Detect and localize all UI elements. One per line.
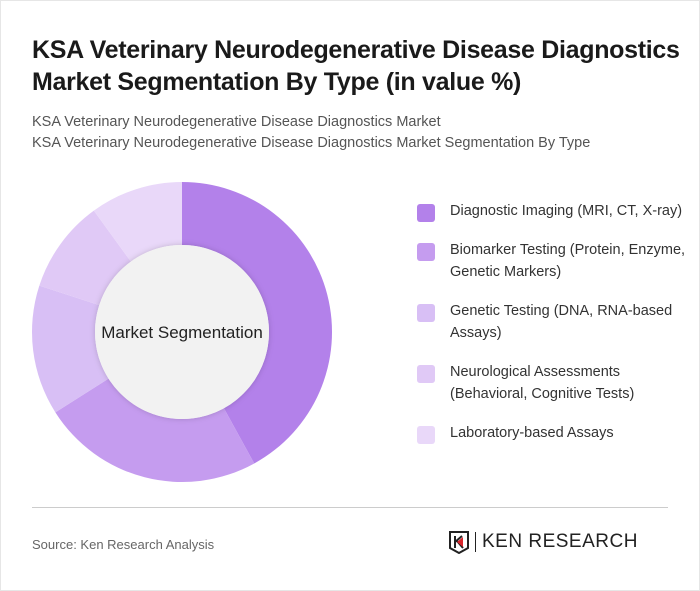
center-label: Market Segmentation: [101, 323, 263, 342]
legend-label: Laboratory-based Assays: [450, 425, 614, 441]
legend-label: Diagnostic Imaging (MRI, CT, X-ray): [450, 203, 683, 219]
subtitle-2: KSA Veterinary Neurodegenerative Disease…: [32, 135, 591, 151]
logo-text: KEN RESEARCH: [482, 531, 638, 552]
donut-slice[interactable]: [55, 378, 255, 483]
legend-label: Biomarker Testing (Protein, Enzyme, Gene…: [450, 242, 686, 280]
chart-title: KSA Veterinary Neurodegenerative Disease…: [32, 36, 680, 96]
legend-swatch: [417, 426, 435, 444]
donut-slice[interactable]: [182, 182, 333, 464]
subtitle-1: KSA Veterinary Neurodegenerative Disease…: [32, 114, 441, 130]
ken-logo-icon: [449, 531, 469, 554]
legend-item[interactable]: Laboratory-based Assays: [417, 422, 687, 444]
donut-center: [95, 245, 269, 419]
legend-item[interactable]: Biomarker Testing (Protein, Enzyme, Gene…: [417, 239, 687, 283]
legend-item[interactable]: Neurological Assessments (Behavioral, Co…: [417, 361, 687, 405]
legend-label: Neurological Assessments (Behavioral, Co…: [450, 364, 635, 402]
legend-swatch: [417, 204, 435, 222]
legend-swatch: [417, 304, 435, 322]
donut-slice[interactable]: [93, 182, 182, 262]
donut-slice[interactable]: [39, 210, 131, 306]
ken-research-logo: KEN RESEARCH: [448, 530, 638, 554]
source-note: Source: Ken Research Analysis: [32, 537, 215, 552]
divider: [32, 507, 668, 508]
legend-item[interactable]: Diagnostic Imaging (MRI, CT, X-ray): [417, 200, 687, 222]
legend-swatch: [417, 243, 435, 261]
legend-label: Genetic Testing (DNA, RNA-based Assays): [450, 303, 673, 341]
legend-item[interactable]: Genetic Testing (DNA, RNA-based Assays): [417, 300, 687, 344]
legend-swatch: [417, 365, 435, 383]
legend: Diagnostic Imaging (MRI, CT, X-ray) Bioma…: [417, 200, 687, 461]
donut-slice[interactable]: [31, 285, 109, 413]
logo-divider: [475, 532, 476, 552]
